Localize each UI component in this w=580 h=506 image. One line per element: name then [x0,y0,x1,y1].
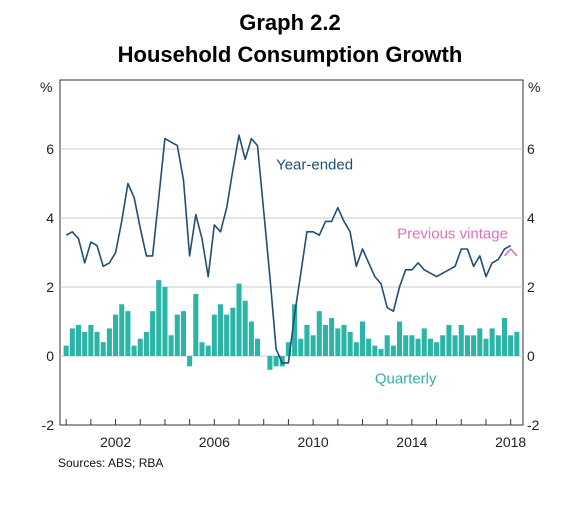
bar-quarterly [384,335,390,356]
bar-quarterly [501,318,508,356]
bar-quarterly [489,328,495,356]
bar-quarterly [434,342,440,356]
bar-quarterly [236,283,242,356]
bar-quarterly [217,304,224,356]
bar-quarterly [378,349,384,356]
bar-quarterly [514,331,520,356]
bar-quarterly [94,331,100,356]
bar-quarterly [471,335,477,356]
bar-quarterly [230,307,236,356]
bar-quarterly [298,338,304,356]
bar-quarterly [483,338,489,356]
bar-quarterly [156,280,162,356]
bar-quarterly [119,304,125,356]
x-tick-label: 2006 [199,434,230,450]
bar-quarterly [106,328,112,356]
bar-quarterly [440,335,446,356]
bar-quarterly [224,314,230,356]
annotation-year-ended: Year-ended [276,157,353,174]
y-tick-label-right: 0 [527,348,535,364]
y-tick-label-left: 2 [46,279,54,295]
y-tick-label-left: 6 [46,141,54,157]
annotation-previous-vintage: Previous vintage [397,226,508,243]
bar-quarterly [477,328,483,356]
bar-quarterly [304,324,310,356]
bar-quarterly [403,335,409,356]
bar-quarterly [88,324,94,356]
bar-quarterly [255,338,261,356]
bar-quarterly [75,324,82,356]
bar-quarterly [347,331,353,356]
bar-quarterly [82,331,88,356]
bar-quarterly [446,324,452,356]
bar-quarterly [267,356,273,370]
annotation-quarterly: Quarterly [375,371,437,388]
x-tick-label: 2010 [298,434,329,450]
chart-subtitle: Household Consumption Growth [117,42,463,67]
bar-quarterly [415,338,421,356]
bar-quarterly [187,356,193,367]
bar-quarterly [174,314,180,356]
y-tick-label-right: 4 [527,210,535,226]
bar-quarterly [69,328,75,356]
y-tick-label-left: 4 [46,210,54,226]
bar-quarterly [113,314,119,356]
bar-quarterly [341,324,347,356]
bar-quarterly [211,314,217,356]
line-previous-vintage [503,248,518,257]
bar-quarterly [137,338,143,356]
bar-quarterly [366,338,372,356]
bar-quarterly [421,328,427,356]
bar-quarterly [464,335,470,356]
y-tick-label-right: 6 [527,141,535,157]
bar-quarterly [193,293,199,356]
bar-quarterly [162,287,168,356]
source-note: Sources: ABS; RBA [58,456,164,470]
bar-quarterly [285,342,291,356]
bar-quarterly [390,345,396,356]
bar-quarterly [100,342,106,356]
plot-frame [59,79,524,426]
bar-quarterly [409,335,415,356]
bar-quarterly [495,335,501,356]
bar-quarterly [458,324,464,356]
bar-quarterly [242,300,248,356]
bar-quarterly [273,356,279,367]
bar-quarterly [248,321,254,356]
x-tick-label: 2014 [396,434,427,450]
bar-quarterly [353,342,359,356]
y-tick-label-right: -2 [527,417,540,433]
y-tick-label-left: 0 [46,348,54,364]
y-axis-unit-right: % [528,79,540,95]
bar-quarterly [508,335,514,356]
bar-quarterly [125,311,131,356]
bar-quarterly [63,345,69,356]
bar-quarterly [372,345,378,356]
x-tick-label: 2002 [100,434,131,450]
bar-quarterly [452,335,458,356]
bar-quarterly [292,304,298,356]
y-tick-label-left: -2 [42,417,55,433]
bar-quarterly [329,318,335,356]
bar-quarterly [199,342,205,356]
bar-quarterly [131,345,137,356]
bar-quarterly [359,321,366,356]
bar-quarterly [180,311,186,356]
bar-quarterly [310,335,316,356]
bar-quarterly [335,328,341,356]
bar-quarterly [322,324,328,356]
bar-quarterly [168,335,174,356]
chart-title: Graph 2.2 [239,10,341,35]
bar-quarterly [397,321,403,356]
y-axis-unit-left: % [40,79,52,95]
bar-quarterly [150,311,156,356]
bar-quarterly [316,311,322,356]
bar-quarterly [143,331,149,356]
x-tick-label: 2018 [495,434,526,450]
bar-quarterly [427,338,433,356]
bar-quarterly [205,345,211,356]
y-tick-label-right: 2 [527,279,535,295]
line-year-ended [65,134,512,364]
